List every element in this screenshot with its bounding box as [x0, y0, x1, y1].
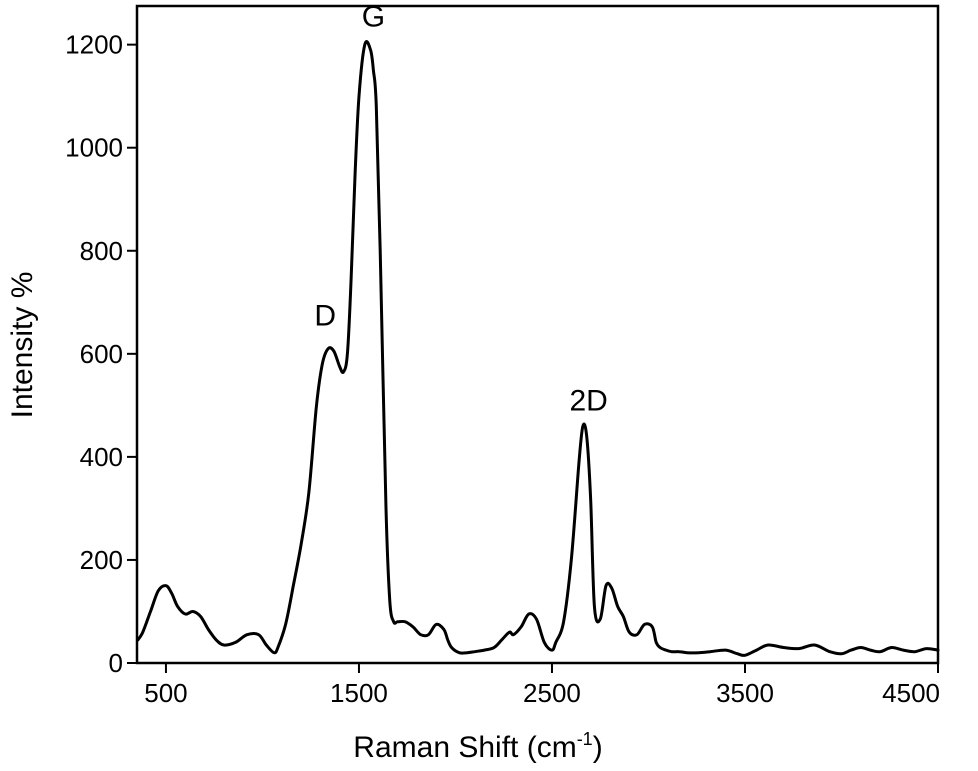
y-tick-label: 200	[80, 545, 123, 575]
y-tick-label: 1000	[65, 133, 123, 163]
x-tick-label: 4500	[882, 678, 940, 708]
y-tick-label: 400	[80, 442, 123, 472]
x-tick-label: 2500	[523, 678, 581, 708]
x-axis-title-end: )	[593, 731, 603, 764]
y-tick-label: 800	[80, 236, 123, 266]
y-axis-ticks: 0 200 400 600 800 1000 1200	[65, 30, 137, 678]
y-tick-label: 1200	[65, 30, 123, 60]
y-tick-label: 0	[109, 648, 123, 678]
y-tick-label: 600	[80, 339, 123, 369]
plot-frame	[135, 4, 940, 665]
x-tick-label: 1500	[330, 678, 388, 708]
peak-annotations: D G 2D	[314, 1, 607, 418]
peak-label-g: G	[362, 1, 385, 34]
spectrum-line	[136, 40, 940, 657]
x-tick-label: 500	[144, 678, 187, 708]
y-axis-title: Intensity %	[6, 272, 39, 419]
x-tick-label: 3500	[716, 678, 774, 708]
x-axis-title-main: Raman Shift (cm	[353, 731, 576, 764]
peak-label-2d: 2D	[569, 385, 607, 418]
x-axis-title-superscript: -1	[577, 729, 593, 749]
peak-label-d: D	[314, 299, 336, 332]
x-axis-title: Raman Shift (cm-1)	[353, 729, 602, 764]
x-axis-ticks: 500 1500 2500 3500 4500	[144, 663, 940, 708]
